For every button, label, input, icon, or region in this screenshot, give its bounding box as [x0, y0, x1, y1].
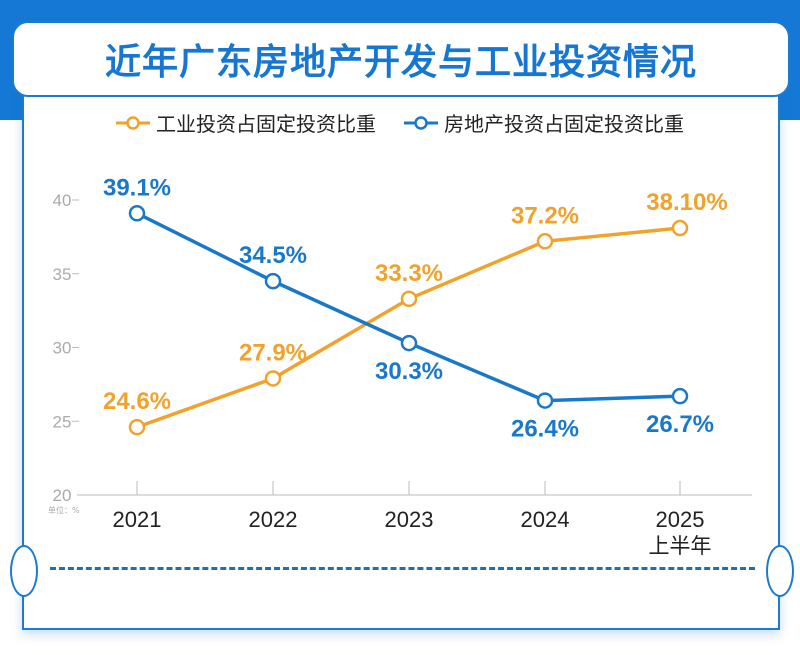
- data-point: [671, 219, 689, 237]
- data-point: [536, 392, 554, 409]
- chart-title: 近年广东房地产开发与工业投资情况: [104, 42, 697, 83]
- data-label: 39.1%: [103, 174, 171, 201]
- data-label: 37.2%: [511, 202, 579, 229]
- y-tick-label: 20: [53, 486, 72, 505]
- data-label: 30.3%: [375, 358, 443, 385]
- legend-label-industrial: 工业投资占固定投资比重: [156, 112, 376, 136]
- dashed-divider: [50, 567, 755, 570]
- data-label: 26.4%: [511, 416, 579, 443]
- data-point: [128, 418, 146, 436]
- data-label: 24.6%: [103, 388, 171, 415]
- legend-marker-industrial-icon: [116, 115, 150, 130]
- legend-item-realestate: 房地产投资占固定投资比重: [404, 108, 684, 137]
- legend-marker-realestate-icon: [404, 115, 438, 130]
- y-tick-label: 30: [53, 339, 72, 358]
- data-point: [536, 233, 554, 250]
- ticket-notch-right: [766, 545, 794, 597]
- legend: 工业投资占固定投资比重 房地产投资占固定投资比重: [0, 108, 800, 137]
- data-label: 26.7%: [646, 411, 714, 438]
- legend-label-realestate: 房地产投资占固定投资比重: [444, 112, 684, 136]
- x-tick-label: 2021: [113, 507, 162, 532]
- data-label: 38.10%: [646, 189, 727, 216]
- x-tick-sublabel: 上半年: [649, 534, 712, 558]
- y-tick-label: 40: [53, 191, 72, 210]
- chart-frame: [22, 88, 780, 630]
- data-label: 34.5%: [239, 242, 307, 269]
- legend-item-industrial: 工业投资占固定投资比重: [116, 108, 376, 137]
- data-label: 33.3%: [375, 260, 443, 287]
- data-point: [400, 290, 418, 308]
- x-tick-label: 2022: [249, 507, 298, 532]
- data-point: [264, 272, 282, 290]
- x-tick-label: 2023: [385, 507, 434, 532]
- data-label: 27.9%: [239, 339, 307, 366]
- data-point: [671, 387, 689, 405]
- ticket-notch-left: [10, 545, 38, 597]
- data-point: [128, 205, 146, 222]
- y-tick-label: 25: [53, 412, 72, 431]
- unit-label: 单位：%: [48, 505, 80, 515]
- y-tick-label: 35: [53, 265, 72, 284]
- x-tick-label: 2025: [656, 507, 705, 532]
- x-tick-label: 2024: [521, 507, 570, 532]
- data-point: [400, 334, 418, 352]
- data-point: [264, 370, 282, 387]
- title-box: 近年广东房地产开发与工业投资情况: [12, 21, 790, 97]
